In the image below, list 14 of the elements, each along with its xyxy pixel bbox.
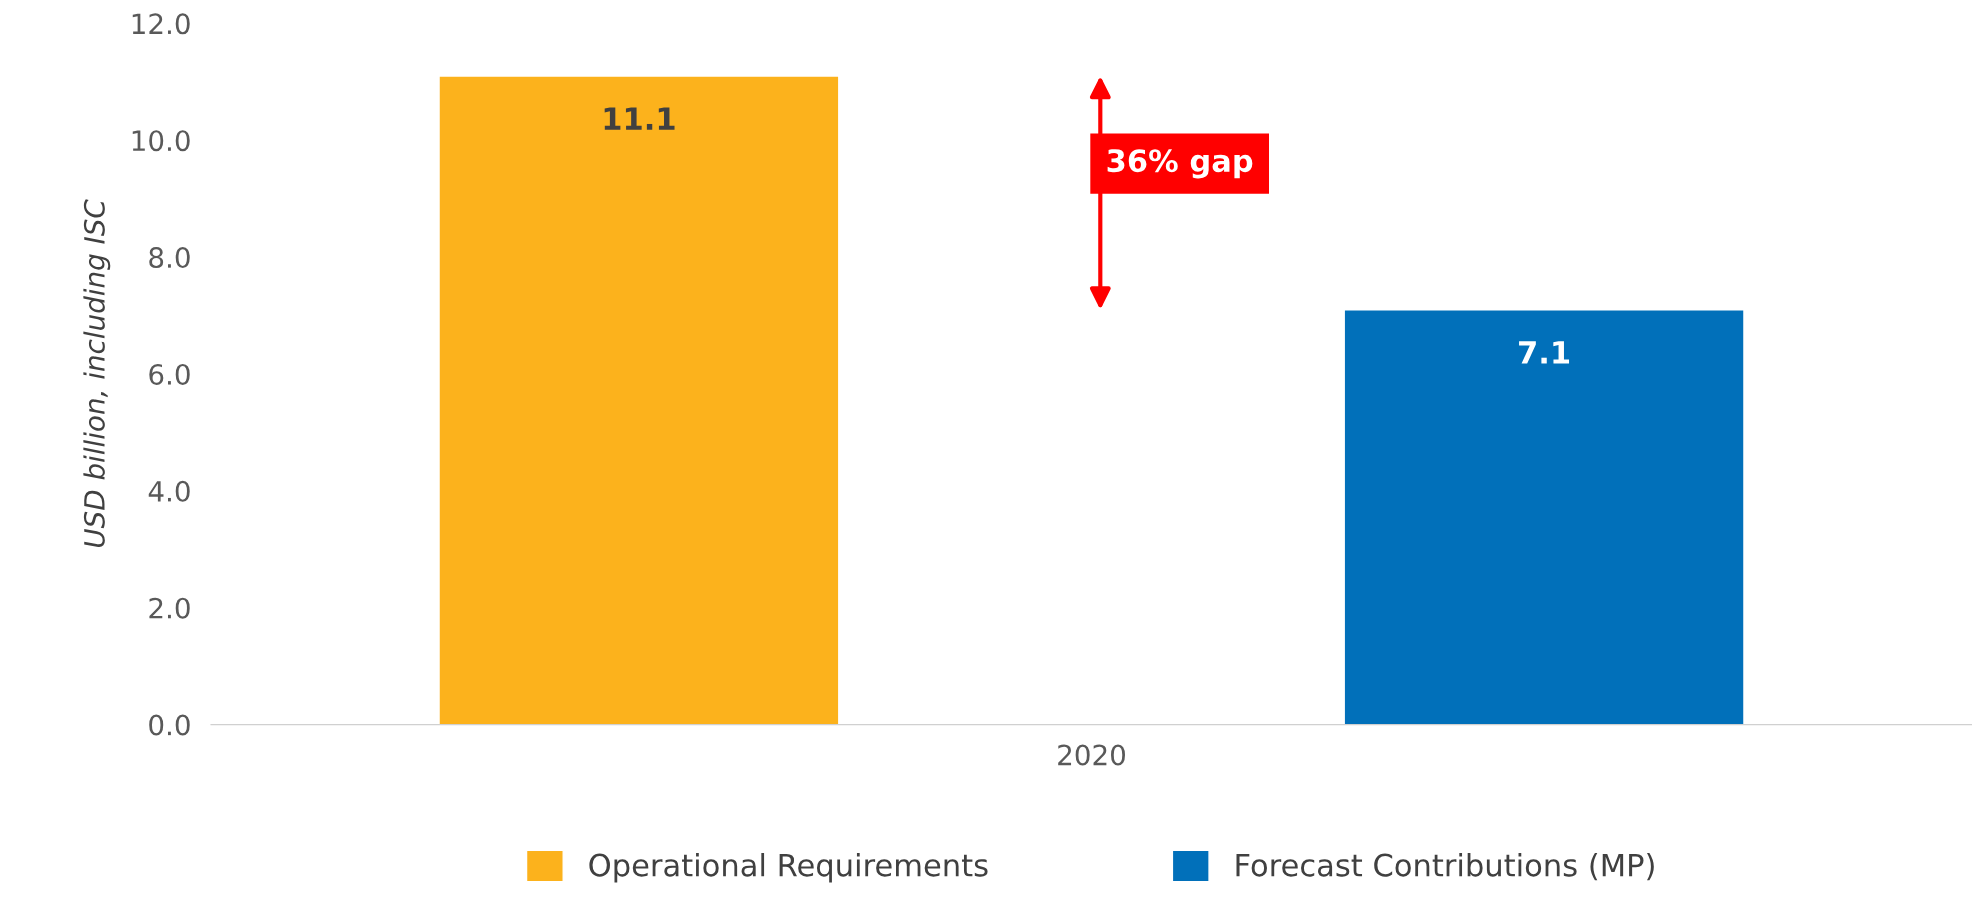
- y-tick-label: 6.0: [149, 363, 190, 385]
- y-tick-label: 2.0: [149, 597, 190, 619]
- data-label: 7.1: [1519, 341, 1570, 364]
- y-tick-label: 8.0: [149, 247, 190, 269]
- legend-label: Forecast Contributions (MP): [1236, 853, 1654, 881]
- legend-label: Operational Requirements: [589, 853, 988, 883]
- y-tick-label: 10.0: [132, 130, 190, 152]
- data-label: 11.1: [604, 107, 675, 130]
- y-tick-label: 0.0: [149, 714, 190, 736]
- annotation: 36% gap: [1107, 149, 1253, 179]
- y-axis-title: USD billion, including ISC: [83, 199, 111, 548]
- y-tick-label: 4.0: [148, 480, 190, 502]
- y-tick-label: 12.0: [132, 13, 190, 35]
- x-tick-label: 2020: [1058, 744, 1125, 766]
